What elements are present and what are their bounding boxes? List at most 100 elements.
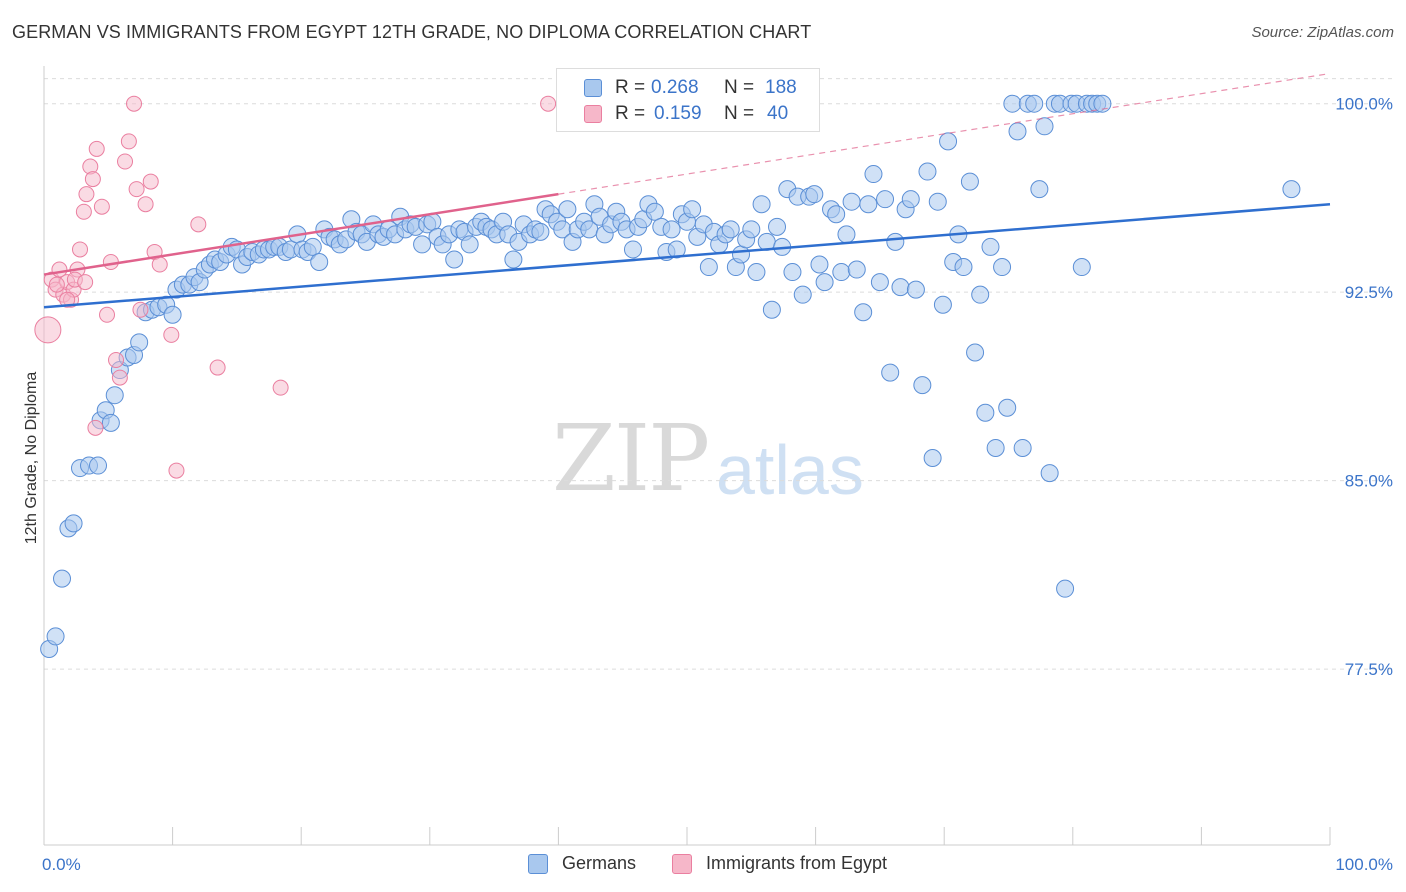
data-point-germans (886, 232, 905, 251)
legend-swatch-germans (584, 79, 602, 97)
chart-title: GERMAN VS IMMIGRANTS FROM EGYPT 12TH GRA… (12, 22, 812, 42)
data-point-germans (413, 235, 432, 254)
data-point-germans (46, 627, 65, 646)
legend-r-label: R = (615, 77, 646, 98)
trend-line-egypt (43, 192, 559, 276)
data-point-germans (815, 273, 834, 292)
data-point-germans (303, 237, 322, 256)
data-point-egypt (78, 186, 95, 203)
data-point-germans (966, 343, 985, 362)
data-point-egypt (75, 203, 92, 220)
data-point-germans (747, 263, 766, 282)
source-label: Source: ZipAtlas.com (1251, 24, 1394, 41)
data-point-germans (699, 258, 718, 277)
data-point-egypt (190, 216, 207, 233)
grid (44, 78, 1394, 670)
data-point-egypt (142, 173, 159, 190)
data-point-egypt (132, 301, 149, 318)
y-axis-label: 12th Grade, No Diploma (23, 371, 40, 545)
data-point-germans (986, 438, 1005, 457)
data-point-egypt (87, 419, 104, 436)
data-point-germans (1003, 94, 1022, 113)
data-point-germans (105, 386, 124, 405)
y-axis-label-wrap: 12th Grade, No Diploma (20, 0, 44, 892)
data-point-germans (842, 192, 861, 211)
data-point-germans (906, 280, 925, 299)
data-point-germans (960, 172, 979, 191)
data-point-egypt (102, 254, 119, 271)
data-point-germans (768, 217, 787, 236)
trend-line-egypt-extension (558, 72, 1331, 195)
data-point-egypt (77, 274, 94, 291)
data-point-germans (928, 192, 947, 211)
data-point-egypt (93, 198, 110, 215)
series-germans (40, 94, 1301, 658)
legend-n-label: N = (724, 77, 755, 98)
data-point-egypt (151, 256, 168, 273)
data-point-germans (876, 190, 895, 209)
data-point-germans (810, 255, 829, 274)
watermark-atlas: atlas (716, 431, 864, 509)
data-point-germans (1056, 579, 1075, 598)
data-point-germans (981, 237, 1000, 256)
data-point-egypt (209, 359, 226, 376)
data-point-egypt (168, 462, 185, 479)
data-point-germans (662, 220, 681, 239)
legend-label-egypt: Immigrants from Egypt (706, 853, 888, 873)
data-point-germans (854, 303, 873, 322)
data-point-germans (721, 220, 740, 239)
data-point-germans (827, 205, 846, 224)
bottom-legend: Germans Immigrants from Egypt (528, 852, 888, 876)
data-point-egypt (163, 326, 180, 343)
data-point-germans (864, 165, 883, 184)
data-point-germans (976, 403, 995, 422)
data-point-germans (89, 456, 108, 475)
data-point-germans (832, 263, 851, 282)
data-point-egypt (108, 352, 125, 369)
legend-swatch-egypt (584, 105, 602, 123)
data-point-egypt (126, 95, 143, 112)
legend-label-germans: Germans (562, 853, 637, 873)
data-point-germans (859, 195, 878, 214)
data-point-egypt (117, 153, 134, 170)
data-point-germans (933, 295, 952, 314)
data-point-germans (901, 190, 920, 209)
y-tick-label: 100.0% (1335, 95, 1393, 114)
data-point-germans (101, 413, 120, 432)
series-immigrants-from-egypt (34, 95, 557, 479)
data-point-germans (993, 258, 1012, 277)
data-point-germans (742, 220, 761, 239)
data-point-germans (783, 263, 802, 282)
legend-n-label: N = (724, 103, 755, 124)
data-point-germans (881, 363, 900, 382)
legend-n-value: 188 (765, 77, 797, 98)
data-point-germans (732, 245, 751, 264)
legend-swatch-germans (528, 854, 548, 874)
data-point-egypt (59, 291, 76, 308)
data-point-germans (1008, 122, 1027, 141)
y-tick-label: 92.5% (1345, 283, 1393, 302)
data-point-germans (837, 225, 856, 244)
data-point-germans (913, 376, 932, 395)
legend-r-label: R = (615, 103, 646, 124)
data-point-egypt (34, 316, 62, 344)
y-tick-label: 77.5% (1345, 660, 1393, 679)
legend-r-value: 0.159 (654, 103, 702, 124)
data-point-germans (1035, 117, 1054, 136)
watermark-zip: ZIP (552, 405, 710, 512)
data-point-egypt (99, 306, 116, 323)
legend-r-value: 0.268 (651, 77, 699, 98)
data-point-germans (805, 185, 824, 204)
data-point-egypt (88, 140, 105, 157)
data-point-egypt (48, 276, 65, 293)
data-point-germans (531, 222, 550, 241)
data-point-germans (971, 285, 990, 304)
data-point-germans (53, 569, 72, 588)
data-point-germans (752, 195, 771, 214)
tick-labels: 77.5% 85.0% 92.5% 100.0% 0.0% 100.0% (42, 95, 1393, 874)
x-tick-label: 100.0% (1335, 855, 1393, 874)
data-point-germans (130, 333, 149, 352)
data-point-germans (998, 398, 1017, 417)
data-point-germans (1030, 180, 1049, 199)
